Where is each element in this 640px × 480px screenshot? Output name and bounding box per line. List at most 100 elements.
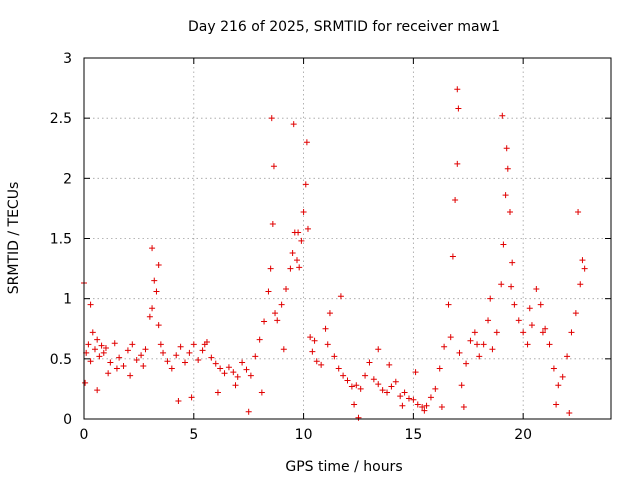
data-point bbox=[533, 286, 540, 293]
data-point bbox=[370, 376, 377, 383]
data-point bbox=[421, 407, 428, 414]
data-point bbox=[116, 354, 123, 361]
data-point bbox=[173, 352, 180, 359]
data-point bbox=[318, 361, 325, 368]
data-point bbox=[511, 301, 518, 308]
data-point bbox=[575, 209, 582, 216]
data-point bbox=[322, 325, 329, 332]
data-point bbox=[230, 369, 237, 376]
data-point bbox=[503, 145, 510, 152]
data-point bbox=[232, 382, 239, 389]
data-point bbox=[467, 337, 474, 344]
data-point bbox=[566, 409, 573, 416]
data-point bbox=[526, 305, 533, 312]
data-point bbox=[258, 389, 265, 396]
data-point bbox=[577, 281, 584, 288]
data-point bbox=[476, 353, 483, 360]
data-point bbox=[399, 402, 406, 409]
data-point bbox=[87, 358, 94, 365]
data-point bbox=[485, 317, 492, 324]
data-point bbox=[471, 329, 478, 336]
data-point bbox=[151, 277, 158, 284]
data-point bbox=[252, 353, 259, 360]
data-point bbox=[186, 349, 193, 356]
data-point bbox=[449, 253, 456, 260]
data-point bbox=[553, 401, 560, 408]
data-point bbox=[379, 387, 386, 394]
data-point bbox=[487, 295, 494, 302]
data-point bbox=[102, 345, 109, 352]
data-point bbox=[542, 325, 549, 332]
data-point bbox=[283, 286, 290, 293]
data-point bbox=[447, 334, 454, 341]
data-point bbox=[493, 329, 500, 336]
data-point bbox=[474, 341, 481, 348]
data-point bbox=[303, 139, 310, 146]
y-tick-label: 1.5 bbox=[50, 232, 72, 248]
data-point bbox=[146, 313, 153, 320]
data-point bbox=[309, 348, 316, 355]
data-point bbox=[280, 346, 287, 353]
data-point bbox=[164, 358, 171, 365]
data-point bbox=[524, 341, 531, 348]
data-point bbox=[302, 181, 309, 188]
data-point bbox=[290, 121, 297, 128]
data-point bbox=[455, 105, 462, 112]
data-point bbox=[127, 372, 134, 379]
data-point bbox=[401, 389, 408, 396]
data-point bbox=[155, 322, 162, 329]
data-point bbox=[160, 349, 167, 356]
data-point bbox=[375, 381, 382, 388]
data-point bbox=[234, 373, 241, 380]
plot-frame bbox=[83, 57, 612, 420]
data-point bbox=[537, 301, 544, 308]
data-point bbox=[564, 353, 571, 360]
data-point bbox=[375, 346, 382, 353]
data-point bbox=[133, 357, 140, 364]
data-point bbox=[94, 336, 101, 343]
data-point bbox=[105, 370, 112, 377]
data-point bbox=[289, 249, 296, 256]
data-point bbox=[212, 360, 219, 367]
data-point bbox=[274, 317, 281, 324]
y-tick-label: 1 bbox=[63, 292, 72, 308]
x-tick-label: 0 bbox=[80, 427, 89, 443]
data-point bbox=[265, 288, 272, 295]
data-point bbox=[392, 378, 399, 385]
data-point bbox=[190, 341, 197, 348]
grid bbox=[84, 58, 611, 419]
data-point bbox=[124, 347, 131, 354]
data-point bbox=[520, 329, 527, 336]
data-points bbox=[81, 86, 588, 421]
data-point bbox=[508, 283, 515, 290]
data-point bbox=[419, 403, 426, 410]
x-tick-label: 5 bbox=[189, 427, 198, 443]
data-point bbox=[195, 357, 202, 364]
data-point bbox=[304, 225, 311, 232]
data-point bbox=[149, 245, 156, 252]
x-axis-label: GPS time / hours bbox=[285, 459, 402, 475]
y-tick-label: 3 bbox=[63, 51, 72, 67]
data-point bbox=[107, 359, 114, 366]
data-point bbox=[384, 389, 391, 396]
data-point bbox=[155, 261, 162, 268]
data-point bbox=[572, 310, 579, 317]
data-point bbox=[454, 160, 461, 167]
data-point bbox=[509, 259, 516, 266]
data-point bbox=[140, 363, 147, 370]
data-point bbox=[357, 385, 364, 392]
data-point bbox=[221, 370, 228, 377]
data-point bbox=[412, 369, 419, 376]
data-point bbox=[335, 365, 342, 372]
data-point bbox=[239, 359, 246, 366]
data-point bbox=[269, 221, 276, 228]
data-point bbox=[539, 329, 546, 336]
data-point bbox=[397, 393, 404, 400]
data-point bbox=[208, 354, 215, 361]
data-point bbox=[480, 341, 487, 348]
data-point bbox=[267, 265, 274, 272]
data-point bbox=[298, 237, 305, 244]
y-tick-label: 0 bbox=[63, 412, 72, 428]
data-point bbox=[331, 353, 338, 360]
